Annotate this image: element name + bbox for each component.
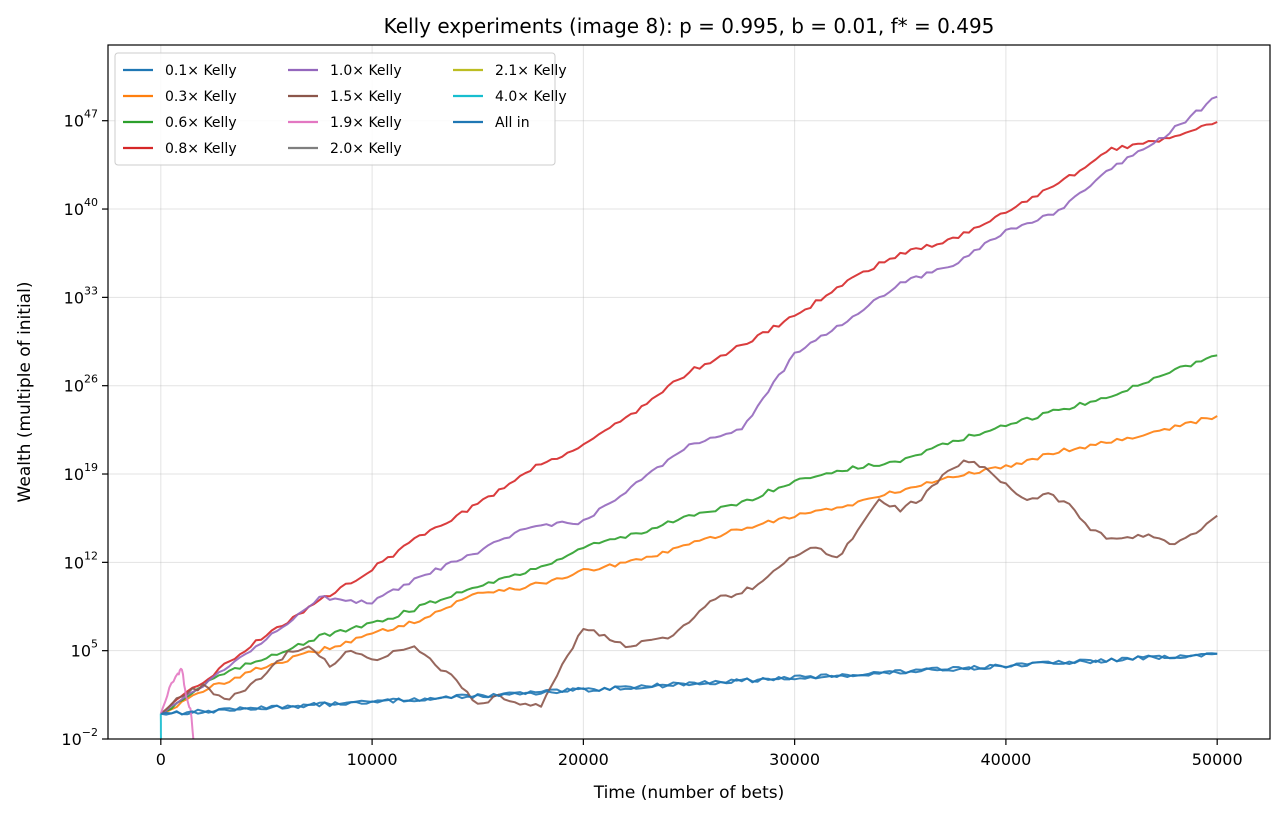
- y-tick-exponent: 33: [84, 284, 98, 297]
- legend-entry: All in: [453, 115, 530, 131]
- series-line-1-9-kelly: [159, 667, 195, 739]
- legend-entry: 0.3× Kelly: [123, 89, 237, 105]
- legend-label: 1.9× Kelly: [330, 115, 402, 131]
- legend-entry: 2.0× Kelly: [288, 141, 402, 157]
- y-tick-exponent: 26: [84, 373, 98, 386]
- legend-label: 1.5× Kelly: [330, 89, 402, 105]
- x-tick-label: 20000: [558, 750, 609, 769]
- y-tick-base: 10: [64, 112, 84, 131]
- legend: 0.1× Kelly 0.3× Kelly 0.6× Kelly 0.8× Kelly…: [114, 52, 567, 166]
- y-tick-base: 10: [64, 200, 84, 219]
- y-tick-exponent: 5: [91, 638, 98, 651]
- y-tick-label: 1019: [64, 461, 98, 484]
- y-tick-exponent: −2: [82, 726, 98, 739]
- x-tick-label: 50000: [1192, 750, 1243, 769]
- legend-entry: 0.6× Kelly: [123, 115, 237, 131]
- legend-label: 0.3× Kelly: [165, 89, 237, 105]
- legend-label: 0.1× Kelly: [165, 63, 237, 79]
- x-axis-label: Time (number of bets): [593, 783, 785, 803]
- x-tick-label: 40000: [980, 750, 1031, 769]
- y-tick-label: 1012: [64, 549, 98, 572]
- legend-label: 4.0× Kelly: [495, 89, 567, 105]
- y-tick-label: 10−2: [61, 726, 98, 749]
- y-tick-exponent: 40: [84, 196, 98, 209]
- legend-entry: 0.8× Kelly: [123, 141, 237, 157]
- series-line-1-5-kelly: [160, 459, 1218, 715]
- series-line-0-3-kelly: [160, 415, 1218, 715]
- legend-box: [114, 52, 556, 166]
- y-tick-label: 1026: [64, 373, 98, 396]
- legend-entry: 0.1× Kelly: [123, 63, 237, 79]
- legend-label: 2.1× Kelly: [495, 63, 567, 79]
- chart-title: Kelly experiments (image 8): p = 0.995, …: [384, 14, 995, 38]
- y-tick-exponent: 19: [84, 461, 98, 474]
- x-tick-label: 10000: [347, 750, 398, 769]
- x-axis: 0 10000 20000 30000 40000 50000: [156, 739, 1243, 769]
- y-tick-base: 10: [64, 288, 84, 307]
- legend-label: 2.0× Kelly: [330, 141, 402, 157]
- x-tick-label: 30000: [769, 750, 820, 769]
- y-axis-label: Wealth (multiple of initial): [15, 282, 35, 503]
- y-tick-base: 10: [64, 465, 84, 484]
- y-tick-exponent: 47: [84, 108, 98, 121]
- series-line-0-6-kelly: [160, 354, 1218, 715]
- legend-entry: 1.9× Kelly: [288, 115, 402, 131]
- plot-frame: [107, 44, 1271, 740]
- series-line-0-8-kelly: [160, 121, 1218, 715]
- legend-label: 0.6× Kelly: [165, 115, 237, 131]
- y-tick-label: 1047: [64, 108, 98, 131]
- grid: [108, 45, 1270, 739]
- legend-entry: 1.5× Kelly: [288, 89, 402, 105]
- y-tick-label: 1040: [64, 196, 98, 219]
- y-tick-exponent: 12: [84, 549, 98, 562]
- y-tick-label: 105: [71, 638, 98, 661]
- legend-entry: 1.0× Kelly: [288, 63, 402, 79]
- y-tick-base: 10: [61, 730, 81, 749]
- y-tick-label: 1033: [64, 284, 98, 307]
- legend-entry: 2.1× Kelly: [453, 63, 567, 79]
- series-line-all-in: [160, 652, 1218, 716]
- series-layer: [159, 95, 1218, 739]
- y-tick-base: 10: [71, 642, 91, 661]
- legend-entry: 4.0× Kelly: [453, 89, 567, 105]
- x-tick-label: 0: [156, 750, 166, 769]
- y-tick-base: 10: [64, 377, 84, 396]
- legend-label: All in: [495, 115, 530, 131]
- legend-label: 1.0× Kelly: [330, 63, 402, 79]
- y-tick-base: 10: [64, 553, 84, 572]
- legend-label: 0.8× Kelly: [165, 141, 237, 157]
- series-line-1-0-kelly: [160, 95, 1218, 715]
